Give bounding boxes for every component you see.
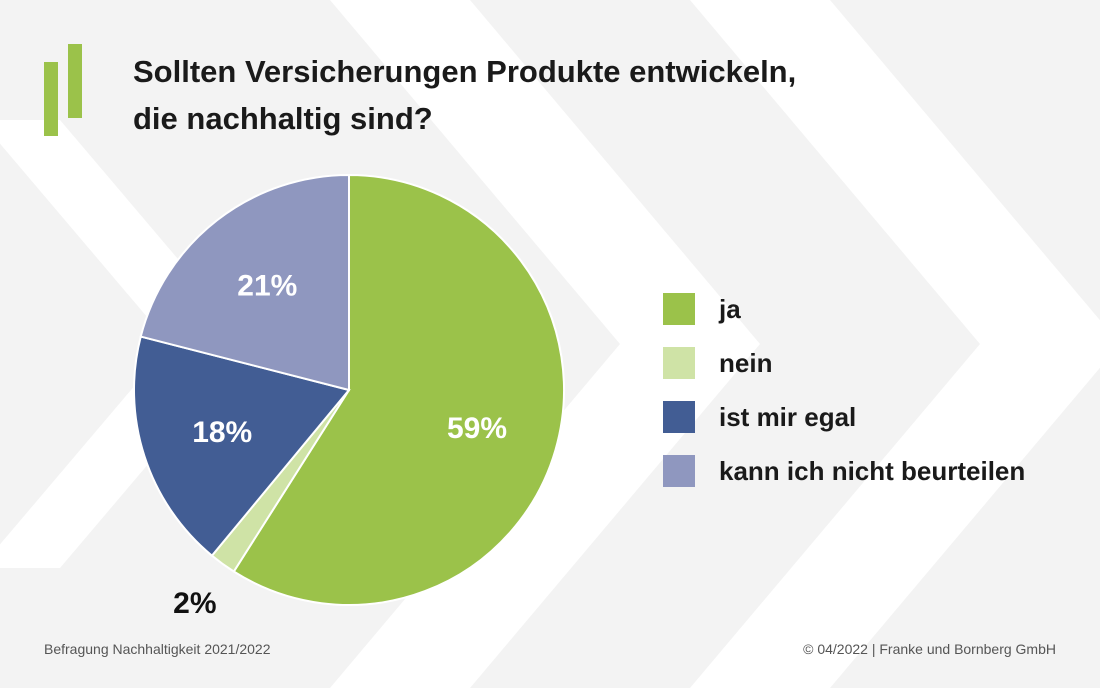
legend: ja nein ist mir egal kann ich nicht beur… (663, 291, 1025, 507)
slice-value-label: 2% (173, 587, 216, 620)
legend-label: nein (719, 347, 773, 378)
brand-logo (44, 44, 82, 136)
pie-slice-kann-ich-nicht-beurteilen (139, 173, 350, 392)
title-line: Sollten Versicherungen Produkte entwicke… (133, 54, 797, 89)
legend-swatch (663, 293, 695, 325)
legend-swatch (663, 347, 695, 379)
legend-label: ist mir egal (719, 401, 857, 432)
legend-item: nein (663, 345, 1025, 381)
title-line: die nachhaltig sind? (133, 101, 433, 136)
slice-value-label: 21% (237, 270, 297, 303)
pie-slice-ist-mir-egal (133, 335, 351, 558)
slice-value-label: 59% (447, 412, 507, 445)
footer-source: Befragung Nachhaltigkeit 2021/2022 (44, 641, 271, 657)
slice-value-label: 18% (192, 416, 252, 449)
legend-item: kann ich nicht beurteilen (663, 453, 1025, 489)
legend-item: ja (663, 291, 1025, 327)
pie-slice-ja (232, 173, 565, 606)
legend-label: ja (719, 293, 741, 324)
legend-swatch (663, 401, 695, 433)
legend-item: ist mir egal (663, 399, 1025, 435)
chart-title: Sollten Versicherungen Produkte entwicke… (133, 48, 1033, 142)
legend-label: kann ich nicht beurteilen (719, 455, 1026, 486)
legend-swatch (663, 455, 695, 487)
footer-copyright: © 04/2022 | Franke und Bornberg GmbH (803, 641, 1056, 657)
